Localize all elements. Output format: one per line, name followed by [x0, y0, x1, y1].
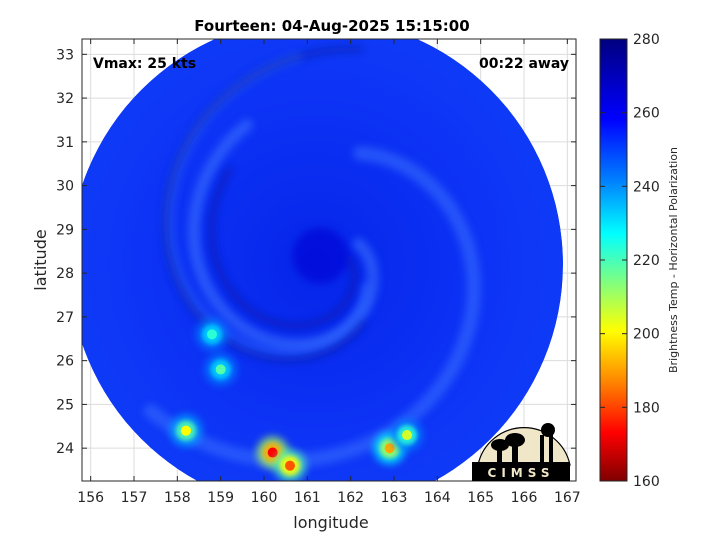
- x-axis: 156 157 158 159 160 161 162 163 164 165 166 167: [77, 39, 581, 506]
- colorbar-tick-label: 240: [633, 179, 660, 195]
- colorbar-tick-label: 200: [633, 327, 660, 343]
- vmax-annotation: Vmax: 25 kts: [93, 56, 196, 72]
- axes-frame: [81, 38, 577, 482]
- time-away-annotation: 00:22 away: [479, 56, 569, 72]
- colorbar-tick-label: 220: [633, 253, 660, 269]
- convective-core: [267, 447, 278, 458]
- spiral-gap: [208, 166, 358, 330]
- convective-core: [402, 430, 412, 441]
- x-tick-label: 160: [251, 490, 278, 506]
- y-tick-label: 31: [56, 135, 74, 151]
- x-tick-label: 166: [511, 490, 538, 506]
- convective-core: [207, 329, 217, 340]
- x-tick-label: 162: [337, 490, 364, 506]
- y-axis: 24 25 26 27 28 29 30 31 32 33: [56, 47, 576, 457]
- y-tick-label: 28: [56, 266, 74, 282]
- x-tick-label: 156: [77, 490, 104, 506]
- x-tick-label: 158: [164, 490, 191, 506]
- y-tick-label: 26: [56, 354, 74, 370]
- y-tick-label: 27: [56, 310, 74, 326]
- y-tick-label: 24: [56, 441, 74, 457]
- colorbar-tick-label: 280: [633, 32, 660, 48]
- y-axis-label: latitude: [31, 229, 50, 290]
- cimss-logo-text: CIMSS: [488, 466, 555, 480]
- swath-group: [82, 39, 563, 481]
- x-tick-label: 167: [554, 490, 581, 506]
- cimss-logo: CIMSS: [472, 423, 571, 481]
- x-tick-label: 163: [381, 490, 408, 506]
- convective-core: [181, 425, 191, 436]
- spiral-gap: [162, 46, 367, 363]
- y-tick-label: 32: [56, 91, 74, 107]
- colorbar-tick-label: 160: [633, 474, 660, 490]
- x-axis-label: longitude: [293, 513, 368, 532]
- x-tick-label: 161: [294, 490, 321, 506]
- x-tick-label: 157: [121, 490, 148, 506]
- colorbar-label: Brightness Temp - Horizontal Polarizatio…: [667, 147, 680, 373]
- convective-core: [384, 443, 395, 454]
- microwave-swath: [82, 39, 563, 481]
- x-tick-label: 159: [207, 490, 234, 506]
- colorbar-ticks: 160 180 200 220 240 260 280: [600, 32, 660, 490]
- chart-title: Fourteen: 04-Aug-2025 15:15:00: [194, 17, 469, 35]
- y-tick-label: 29: [56, 222, 74, 238]
- x-tick-label: 164: [424, 490, 451, 506]
- spiral-band: [187, 118, 379, 351]
- colorbar-tick-label: 260: [633, 106, 660, 122]
- y-tick-label: 30: [56, 179, 74, 195]
- storm-center: [292, 227, 349, 284]
- y-tick-label: 33: [56, 47, 74, 63]
- x-tick-label: 165: [467, 490, 494, 506]
- colorbar-tick-label: 180: [633, 400, 660, 416]
- y-tick-label: 25: [56, 397, 74, 413]
- convective-core: [285, 460, 295, 471]
- convective-core: [215, 364, 226, 375]
